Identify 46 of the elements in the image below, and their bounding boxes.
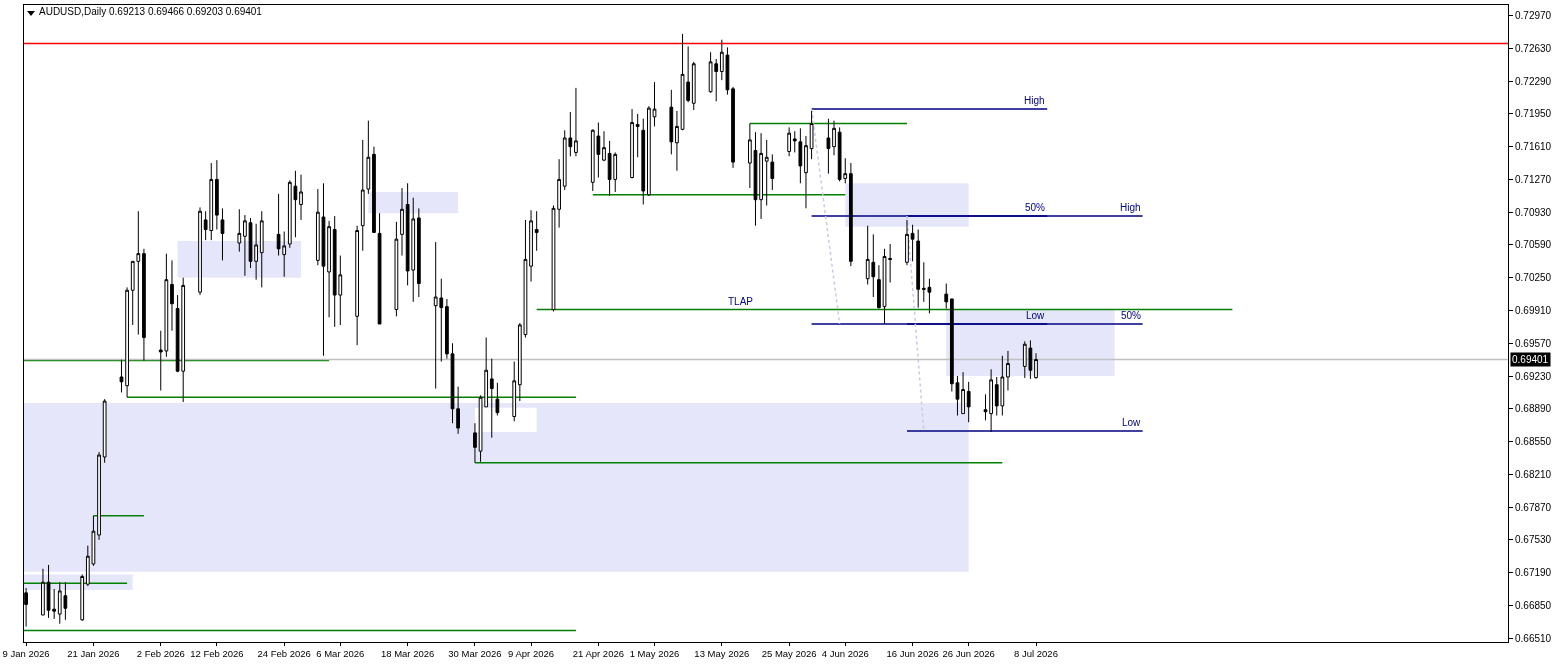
y-tick-label: 0.68550 — [1515, 436, 1552, 448]
x-tick-label: 26 Jun 2026 — [942, 648, 995, 660]
y-tick-label: 0.72630 — [1515, 42, 1552, 54]
x-tick-label: 6 Mar 2026 — [316, 648, 365, 660]
annotation: Low — [1122, 417, 1142, 428]
y-tick-label: 0.67870 — [1515, 501, 1552, 513]
y-tick-label: 0.66850 — [1515, 599, 1552, 611]
x-tick-label: 13 May 2026 — [694, 648, 750, 660]
x-tick-label: 21 Apr 2026 — [572, 648, 625, 660]
y-tick-label: 0.69570 — [1515, 337, 1552, 349]
y-tick-label: 0.67530 — [1515, 534, 1552, 546]
y-tick-label: 0.70930 — [1515, 206, 1552, 218]
x-tick-label: 24 Feb 2026 — [257, 648, 311, 660]
x-tick-label: 25 May 2026 — [761, 648, 817, 660]
y-tick-label: 0.70590 — [1515, 239, 1552, 251]
y-tick-label: 0.69230 — [1515, 370, 1552, 382]
x-tick-label: 2 Feb 2026 — [136, 648, 185, 660]
chart-title: AUDUSD,Daily 0.69213 0.69466 0.69203 0.69401 — [39, 6, 263, 17]
y-tick-label: 0.68210 — [1515, 468, 1552, 480]
x-tick-label: 18 Mar 2026 — [380, 648, 435, 660]
ref-line-label: 0.69401 — [1512, 354, 1549, 365]
x-tick-label: 8 Jul 2026 — [1014, 648, 1058, 660]
x-tick-label: 4 Jun 2026 — [821, 648, 869, 660]
annotation: High — [1024, 95, 1045, 106]
annotation: High — [1120, 202, 1141, 213]
y-tick-label: 0.70250 — [1515, 272, 1552, 284]
y-tick-label: 0.66510 — [1515, 632, 1552, 644]
annotation: TLAP — [728, 296, 754, 307]
y-tick-label: 0.71950 — [1515, 108, 1552, 120]
x-tick-label: 16 Jun 2026 — [886, 648, 939, 660]
annotation: Low — [1026, 310, 1046, 321]
y-tick-label: 0.71610 — [1515, 141, 1552, 153]
x-tick-label: 9 Jan 2026 — [2, 648, 50, 660]
y-tick-label: 0.69910 — [1515, 304, 1552, 316]
y-tick-label: 0.72970 — [1515, 10, 1552, 22]
x-tick-label: 9 Apr 2026 — [508, 648, 555, 660]
annotation: 50% — [1025, 202, 1046, 213]
y-tick-label: 0.68890 — [1515, 403, 1552, 415]
x-tick-label: 1 May 2026 — [629, 648, 680, 660]
y-tick-label: 0.67190 — [1515, 567, 1552, 579]
annotation: 50% — [1121, 310, 1142, 321]
y-tick-label: 0.72290 — [1515, 75, 1552, 87]
x-tick-label: 12 Feb 2026 — [190, 648, 244, 660]
x-tick-label: 30 Mar 2026 — [448, 648, 502, 660]
y-tick-label: 0.71270 — [1515, 173, 1552, 185]
x-tick-label: 21 Jan 2026 — [67, 648, 120, 660]
